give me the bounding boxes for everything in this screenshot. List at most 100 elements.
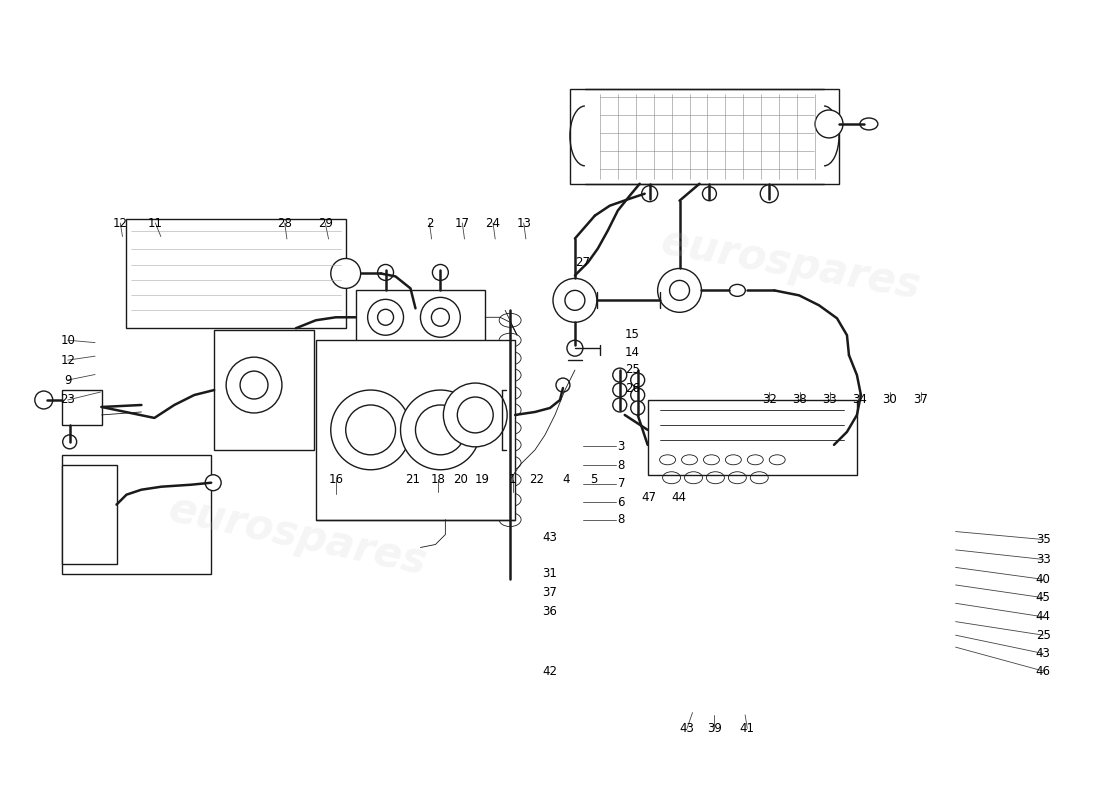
Text: 34: 34 bbox=[851, 394, 867, 406]
Ellipse shape bbox=[499, 456, 521, 470]
Circle shape bbox=[345, 405, 396, 455]
Text: 6: 6 bbox=[617, 495, 625, 509]
Text: 16: 16 bbox=[329, 474, 343, 486]
Circle shape bbox=[553, 278, 597, 322]
Text: 31: 31 bbox=[542, 567, 558, 580]
Text: 20: 20 bbox=[453, 474, 468, 486]
Circle shape bbox=[206, 474, 221, 490]
Text: 4: 4 bbox=[563, 474, 570, 486]
Text: 14: 14 bbox=[625, 346, 640, 358]
Text: 43: 43 bbox=[542, 530, 558, 544]
Text: 28: 28 bbox=[277, 217, 293, 230]
Circle shape bbox=[35, 391, 53, 409]
Circle shape bbox=[630, 373, 645, 387]
Circle shape bbox=[331, 258, 361, 288]
Ellipse shape bbox=[769, 455, 785, 465]
Text: 7: 7 bbox=[617, 478, 625, 490]
Text: 11: 11 bbox=[147, 217, 163, 230]
Ellipse shape bbox=[499, 351, 521, 365]
Circle shape bbox=[331, 390, 410, 470]
Bar bbox=[214, 330, 314, 450]
Circle shape bbox=[630, 388, 645, 402]
Text: 9: 9 bbox=[64, 374, 72, 386]
Text: 18: 18 bbox=[431, 474, 446, 486]
Text: 21: 21 bbox=[406, 474, 420, 486]
Bar bbox=[648, 400, 857, 474]
Text: 32: 32 bbox=[762, 394, 777, 406]
Circle shape bbox=[613, 383, 627, 397]
Ellipse shape bbox=[747, 455, 763, 465]
Text: 12: 12 bbox=[113, 217, 128, 230]
Text: 33: 33 bbox=[822, 394, 837, 406]
Circle shape bbox=[565, 290, 585, 310]
Ellipse shape bbox=[499, 493, 521, 506]
Text: 47: 47 bbox=[641, 490, 657, 504]
Circle shape bbox=[703, 186, 716, 201]
Circle shape bbox=[613, 398, 627, 412]
Text: 35: 35 bbox=[1036, 533, 1050, 546]
Text: 29: 29 bbox=[318, 217, 333, 230]
Text: 41: 41 bbox=[740, 722, 755, 735]
Circle shape bbox=[431, 308, 450, 326]
Text: 2: 2 bbox=[426, 217, 433, 230]
Bar bbox=[355, 290, 485, 345]
Bar bbox=[570, 89, 839, 184]
Text: 19: 19 bbox=[474, 474, 490, 486]
Ellipse shape bbox=[499, 473, 521, 486]
Circle shape bbox=[670, 281, 690, 300]
Text: 1: 1 bbox=[509, 474, 517, 486]
Text: 37: 37 bbox=[542, 586, 558, 599]
Text: 39: 39 bbox=[707, 722, 722, 735]
Text: 44: 44 bbox=[1036, 610, 1050, 623]
Bar bbox=[62, 390, 101, 425]
Ellipse shape bbox=[660, 455, 675, 465]
Circle shape bbox=[63, 435, 77, 449]
Text: 44: 44 bbox=[672, 490, 686, 504]
Text: 15: 15 bbox=[625, 328, 640, 341]
Ellipse shape bbox=[499, 314, 521, 327]
Text: 3: 3 bbox=[617, 440, 625, 453]
Text: 40: 40 bbox=[1036, 573, 1050, 586]
Text: 46: 46 bbox=[1036, 665, 1050, 678]
Circle shape bbox=[367, 299, 404, 335]
Text: 36: 36 bbox=[542, 605, 558, 618]
Text: 43: 43 bbox=[680, 722, 694, 735]
Bar bbox=[316, 340, 515, 519]
Ellipse shape bbox=[499, 386, 521, 400]
Text: 30: 30 bbox=[882, 394, 898, 406]
Text: 33: 33 bbox=[1036, 553, 1050, 566]
Circle shape bbox=[432, 265, 449, 281]
Text: 22: 22 bbox=[529, 474, 544, 486]
Text: 8: 8 bbox=[617, 513, 625, 526]
Circle shape bbox=[566, 340, 583, 356]
Circle shape bbox=[556, 378, 570, 392]
Text: 5: 5 bbox=[591, 474, 597, 486]
Circle shape bbox=[377, 265, 394, 281]
Circle shape bbox=[658, 269, 702, 312]
Text: 37: 37 bbox=[913, 394, 928, 406]
Text: 42: 42 bbox=[542, 665, 558, 678]
Text: 8: 8 bbox=[617, 459, 625, 472]
Text: 25: 25 bbox=[625, 363, 640, 376]
Text: 13: 13 bbox=[516, 217, 531, 230]
Text: 24: 24 bbox=[485, 217, 501, 230]
Ellipse shape bbox=[499, 403, 521, 417]
Text: 43: 43 bbox=[1036, 647, 1050, 660]
Ellipse shape bbox=[499, 368, 521, 382]
Ellipse shape bbox=[860, 118, 878, 130]
Text: 10: 10 bbox=[60, 334, 75, 346]
Text: 26: 26 bbox=[625, 382, 640, 394]
Circle shape bbox=[760, 185, 778, 202]
Ellipse shape bbox=[682, 455, 697, 465]
Circle shape bbox=[400, 390, 481, 470]
Ellipse shape bbox=[725, 455, 741, 465]
Circle shape bbox=[443, 383, 507, 447]
Circle shape bbox=[240, 371, 268, 399]
Ellipse shape bbox=[704, 455, 719, 465]
Ellipse shape bbox=[499, 513, 521, 526]
Bar bbox=[62, 465, 117, 565]
Circle shape bbox=[377, 310, 394, 326]
Ellipse shape bbox=[499, 438, 521, 452]
Bar bbox=[62, 455, 211, 574]
Circle shape bbox=[420, 298, 460, 338]
